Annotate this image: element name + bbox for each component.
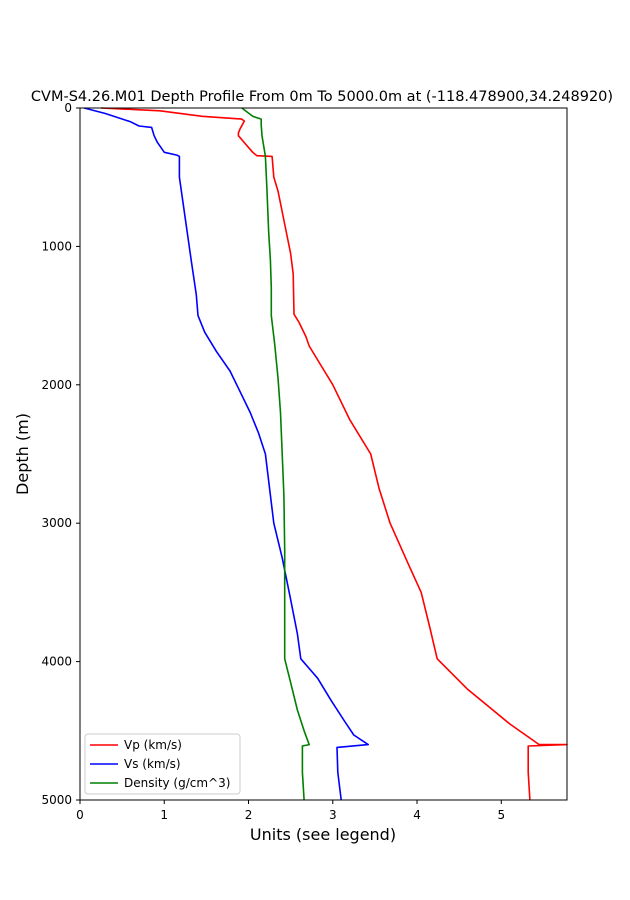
y-tick-label: 4000 [41,655,72,669]
series-line-0 [101,107,568,801]
x-axis-label: Units (see legend) [250,825,396,844]
y-tick-label: 1000 [41,239,72,253]
series-line-1 [83,107,370,801]
x-tick-label: 1 [160,808,168,822]
y-axis-label: Depth (m) [13,413,32,495]
series-line-2 [241,107,311,801]
legend-label-0: Vp (km/s) [124,738,182,752]
chart-title: CVM-S4.26.M01 Depth Profile From 0m To 5… [31,89,613,105]
y-tick-label: 3000 [41,516,72,530]
y-tick-label: 0 [64,101,72,115]
legend: Vp (km/s) Vs (km/s) Density (g/cm^3) [84,733,241,795]
x-tick-label: 0 [76,808,84,822]
legend-box [84,733,241,795]
x-tick-label: 3 [329,808,337,822]
legend-label-1: Vs (km/s) [124,757,181,771]
series-layer [83,107,568,801]
plot-frame [79,107,568,801]
y-axis: 0 1000 2000 3000 4000 5000 [41,101,80,807]
x-tick-label: 4 [413,808,421,822]
legend-label-2: Density (g/cm^3) [124,776,230,790]
y-tick-label: 2000 [41,378,72,392]
x-tick-label: 2 [245,808,253,822]
y-tick-label: 5000 [41,793,72,807]
x-axis: 0 1 2 3 4 5 [76,800,505,822]
x-tick-label: 5 [497,808,505,822]
